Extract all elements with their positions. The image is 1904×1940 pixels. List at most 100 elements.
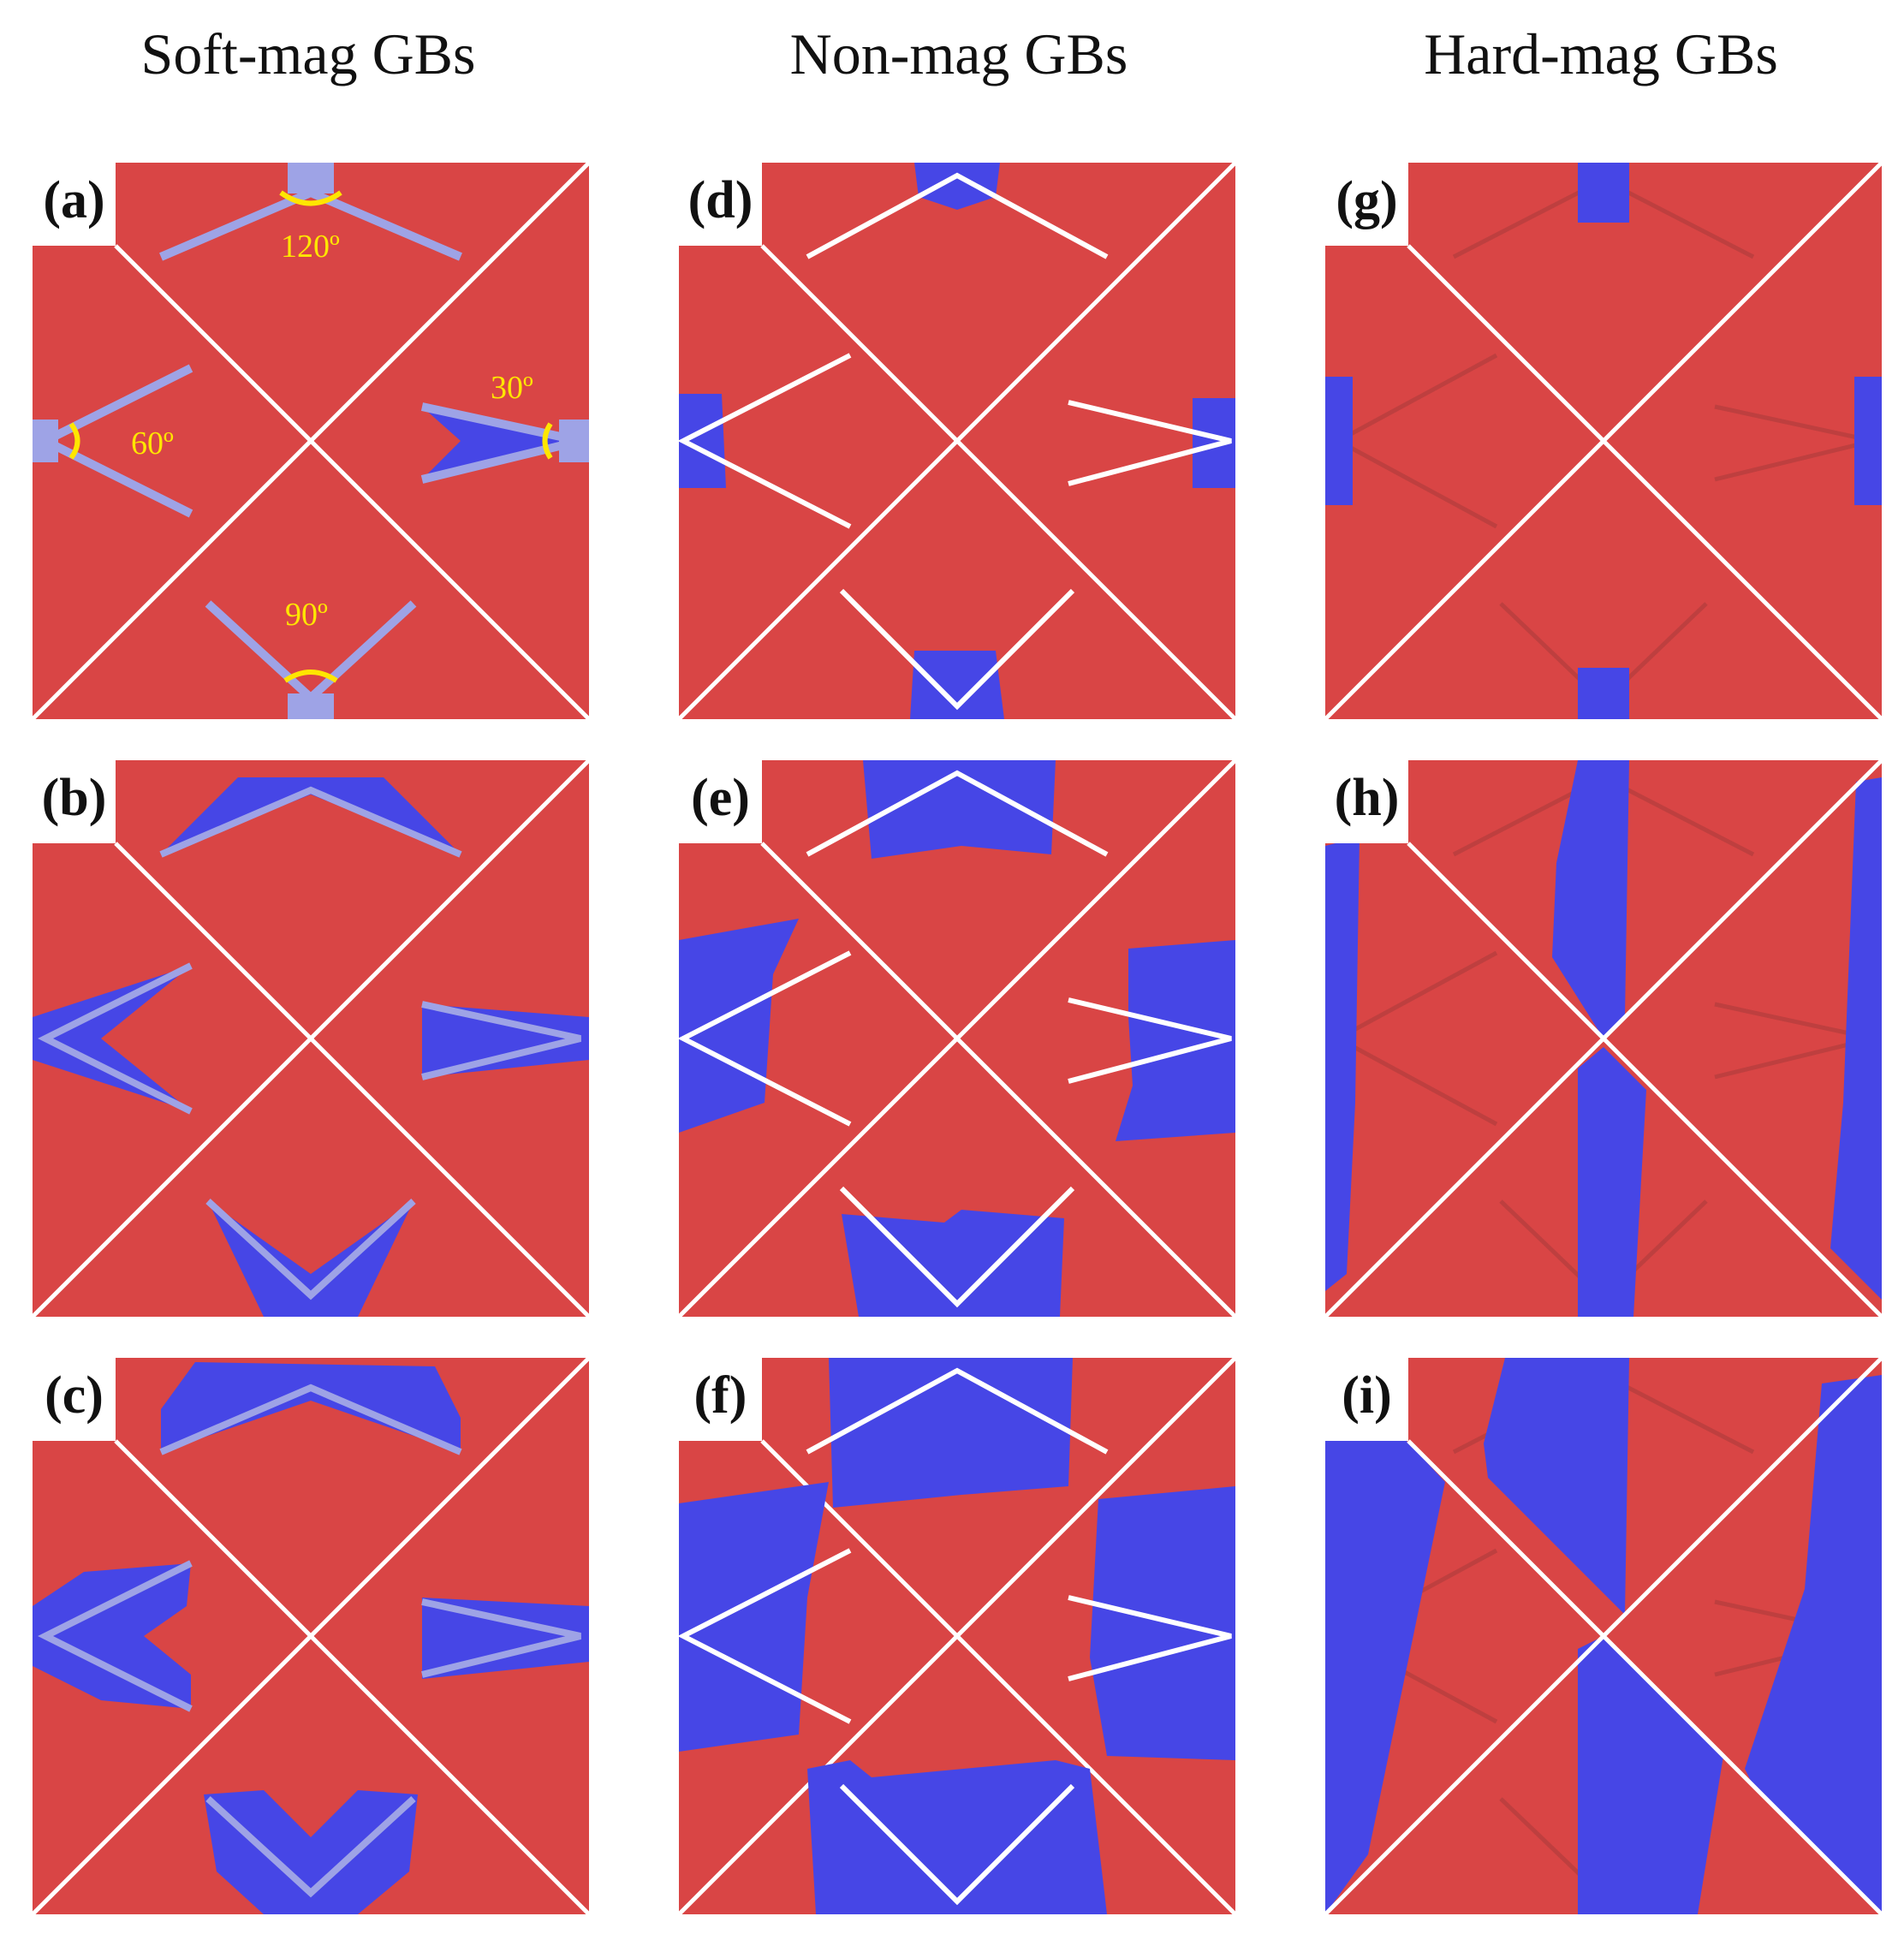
panel-label: (d): [687, 171, 753, 229]
diagonal-boundary: [760, 244, 1235, 719]
soft-gb-seed: [559, 420, 589, 462]
panel-d: (d): [679, 163, 1235, 719]
panel-h: (h): [1325, 760, 1882, 1317]
reversed-domain: [1854, 377, 1882, 505]
diagonal-boundary: [760, 842, 1235, 1317]
reversed-domain: [204, 1790, 418, 1914]
panel-label: (i): [1342, 1366, 1392, 1425]
diagonal-boundary: [1407, 244, 1882, 719]
angle-label-60: 60º: [131, 425, 174, 461]
panel-label: (b): [41, 769, 107, 827]
column-title-hard-mag: Hard-mag GBs: [1424, 21, 1778, 86]
soft-gb: [205, 1796, 416, 1898]
panel-c-map: [33, 1358, 589, 1914]
panel-h-map: [1325, 760, 1882, 1317]
diagonal-boundary: [760, 1439, 1235, 1914]
soft-gb-seed: [288, 693, 334, 719]
angle-arc: [68, 422, 80, 460]
reversed-domain: [863, 760, 1056, 859]
diagonal-boundary: [114, 842, 589, 1317]
reversed-domain: [679, 1482, 829, 1752]
panel-f-map: [679, 1358, 1235, 1914]
panel-label-box: (c): [33, 1358, 116, 1441]
panel-label-box: (f): [679, 1358, 762, 1441]
non-mag-gb: [679, 1548, 852, 1724]
reversed-domain: [679, 394, 726, 488]
reversed-domain: [161, 1362, 461, 1452]
panel-label: (g): [1336, 171, 1398, 229]
reversed-domain: [914, 163, 1000, 210]
reversed-domain: [1830, 777, 1882, 1300]
non-mag-gb: [1068, 997, 1232, 1084]
panel-label: (c): [45, 1366, 104, 1425]
diagonal-boundary: [1407, 1439, 1882, 1914]
angle-label-90: 90º: [285, 597, 328, 633]
diagonal-boundary: [114, 244, 589, 719]
reversed-domain: [829, 1358, 1073, 1508]
panel-e-map: [679, 760, 1235, 1317]
reversed-domain: [1552, 760, 1629, 1038]
panel-b: (b): [33, 760, 589, 1317]
reversed-domain: [842, 1210, 1064, 1317]
soft-gb: [38, 962, 193, 1115]
panel-label-box: (i): [1325, 1358, 1408, 1441]
reversed-domain: [1325, 1441, 1445, 1914]
angle-arc: [279, 190, 342, 206]
reversed-domain: [1745, 1375, 1882, 1914]
reversed-domain: [1578, 1047, 1646, 1317]
diagonal-boundary: [1407, 842, 1882, 1317]
reversed-domain: [1090, 1486, 1235, 1760]
non-mag-gb: [806, 1367, 1109, 1455]
non-mag-gb: [1068, 400, 1232, 486]
panel-label-box: (a): [33, 163, 116, 246]
reversed-domain: [1325, 837, 1360, 1291]
panel-g-map: [1325, 163, 1882, 719]
non-mag-gb: [839, 588, 1075, 711]
non-mag-gb: [679, 353, 852, 529]
soft-gb-seed: [33, 420, 58, 462]
panel-label-box: (e): [679, 760, 762, 843]
panel-label-box: (b): [33, 760, 116, 843]
panel-a: 120º 60º 30º 90º (a): [33, 163, 589, 719]
panel-label-box: (g): [1325, 163, 1408, 246]
reversed-domain: [1484, 1358, 1629, 1615]
reversed-domain: [910, 651, 1004, 719]
reversed-domain: [208, 1201, 414, 1317]
soft-gb: [38, 1560, 193, 1712]
angle-label-120: 120º: [281, 229, 340, 265]
reversed-domain: [1325, 377, 1353, 505]
panel-a-map: 120º 60º 30º 90º: [33, 163, 589, 719]
non-mag-gb: [839, 1186, 1075, 1308]
diagonal-boundary: [114, 1439, 589, 1914]
panel-e: (e): [679, 760, 1235, 1317]
panel-g: (g): [1325, 163, 1882, 719]
panel-i: (i): [1325, 1358, 1882, 1914]
reversed-domain: [1578, 163, 1629, 223]
reversed-domain: [33, 1563, 191, 1709]
soft-gb-seed: [288, 163, 334, 193]
column-title-soft-mag: Soft-mag GBs: [140, 21, 476, 86]
reversed-domain: [422, 407, 580, 479]
soft-gb: [421, 1001, 581, 1080]
soft-gb: [159, 786, 462, 858]
reversed-domain: [1116, 940, 1235, 1141]
non-mag-gb: [806, 172, 1109, 259]
non-mag-gb: [1068, 1595, 1232, 1681]
panel-b-map: [33, 760, 589, 1317]
reversed-domain: [161, 777, 461, 854]
soft-gb: [421, 1598, 581, 1678]
reversed-domain: [679, 919, 799, 1133]
reversed-domain: [422, 1598, 589, 1679]
panel-c: (c): [33, 1358, 589, 1914]
panel-i-map: [1325, 1358, 1882, 1914]
panel-label-box: (d): [679, 163, 762, 246]
soft-gb: [159, 1384, 462, 1455]
non-mag-gb: [806, 770, 1109, 857]
panel-label: (h): [1334, 769, 1400, 827]
reversed-domain: [807, 1760, 1107, 1914]
soft-gb: [205, 1199, 416, 1300]
angle-arc: [542, 422, 553, 460]
panel-d-map: [679, 163, 1235, 719]
panel-label-box: (h): [1325, 760, 1408, 843]
panel-f: (f): [679, 1358, 1235, 1914]
